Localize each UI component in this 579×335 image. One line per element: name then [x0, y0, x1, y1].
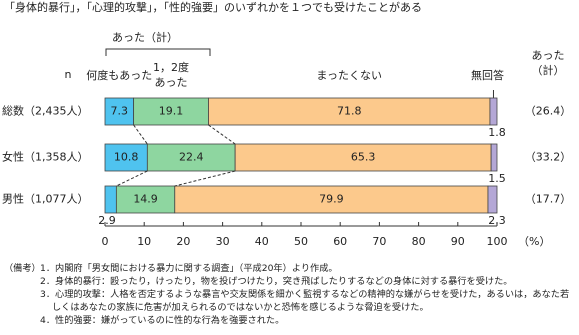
value-label: 79.9 — [319, 193, 344, 206]
category-label: 女性（1,358人） — [2, 150, 89, 164]
legend-label: 1，2度あった — [153, 61, 190, 89]
connector — [133, 124, 148, 145]
value-label: 1.5 — [488, 172, 506, 185]
note: 1．内閣府「男女間における暴力に関する調査」（平成20年）より作成。 — [40, 263, 338, 274]
bar-segment — [490, 143, 498, 172]
notes-label: （備考） — [4, 263, 41, 274]
notes: （備考） 1．内閣府「男女間における暴力に関する調査」（平成20年）より作成。 2… — [4, 262, 576, 327]
chart-title: 「身体的暴行」，「心理的攻撃」，「性的強要」のいずれかを１つでも受けたことがある — [4, 0, 422, 14]
total-label: （26.4） — [525, 105, 572, 118]
value-label: 7.3 — [111, 105, 129, 118]
chart: 「身体的暴行」，「心理的攻撃」，「性的強要」のいずれかを１つでも受けたことがある… — [2, 0, 572, 248]
bar-segment — [146, 143, 236, 172]
value-label: 2.9 — [98, 214, 116, 227]
x-tick-label: 10 — [137, 235, 151, 248]
value-label: 10.8 — [114, 151, 139, 164]
bar-segment — [104, 185, 117, 214]
bar-segment — [115, 185, 176, 214]
value-label: 71.8 — [337, 105, 362, 118]
note-list: 1．内閣府「男女間における暴力に関する調査」（平成20年）より作成。 2．身体的暴… — [40, 262, 576, 327]
value-label: 65.3 — [351, 151, 376, 164]
group-label: あった（計） — [112, 30, 178, 44]
x-tick-label: 20 — [176, 235, 190, 248]
connector — [116, 170, 148, 187]
total-label: （33.2） — [525, 151, 572, 164]
value-label: 19.1 — [159, 105, 184, 118]
bar-segment — [208, 97, 491, 126]
connector — [208, 124, 236, 145]
bar-segment — [487, 185, 498, 214]
note: 3．心理的攻撃：人格を否定するような暴言や交友関係を細かく監視するなどの精神的な… — [40, 289, 570, 313]
connector — [174, 170, 236, 187]
x-tick-label: 80 — [412, 235, 426, 248]
x-tick-label: 70 — [372, 235, 386, 248]
x-unit: （%） — [518, 235, 550, 248]
bar-segment — [489, 97, 498, 126]
x-tick-label: 0 — [102, 235, 109, 248]
legend-label: まったくない — [316, 69, 382, 82]
note: 2．身体的暴行：殴ったり，けったり，物を投げつけたり，突き飛ばしたりするなどの身… — [40, 276, 513, 287]
category-label: 総数（2,435人） — [2, 104, 89, 118]
x-tick-label: 30 — [216, 235, 230, 248]
value-label: 2.3 — [488, 214, 506, 227]
total-header: あった（計） — [531, 49, 565, 77]
legend-label: 何度もあった — [86, 69, 153, 82]
x-tick-label: 60 — [333, 235, 347, 248]
n-label: n — [65, 68, 72, 81]
bar-segment — [133, 97, 209, 126]
value-label: 14.9 — [133, 193, 158, 206]
note: 4．性的強要：嫌がっているのに性的な行為を強要された。 — [40, 315, 285, 326]
value-label: 22.4 — [179, 151, 204, 164]
legend-label: 無回答 — [470, 69, 504, 82]
group-bracket — [105, 48, 211, 56]
x-tick-label: 50 — [294, 235, 308, 248]
x-tick-label: 40 — [255, 235, 269, 248]
value-label: 1.8 — [488, 126, 506, 139]
bar-segment — [234, 143, 492, 172]
x-tick-label: 90 — [451, 235, 465, 248]
bar-segment — [104, 143, 148, 172]
x-tick-label: 100 — [487, 235, 508, 248]
total-label: （17.7） — [525, 193, 572, 206]
category-label: 男性（1,077人） — [2, 192, 89, 206]
